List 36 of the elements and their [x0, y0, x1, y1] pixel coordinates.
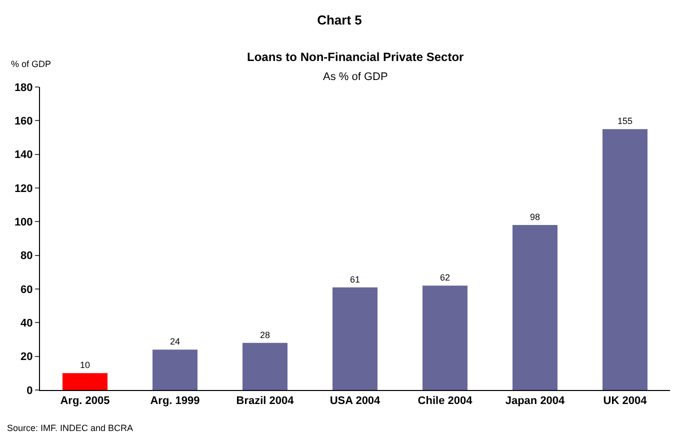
data-label: 10 [80, 360, 90, 370]
y-axis-title: % of GDP [11, 59, 52, 69]
x-tick-label: Arg. 2005 [60, 395, 110, 408]
bar [602, 129, 648, 390]
source-note: Source: IMF. INDEC and BCRA [7, 423, 134, 433]
x-tick-label: Brazil 2004 [236, 395, 295, 408]
y-tick-label: 100 [14, 216, 33, 229]
data-label: 28 [260, 330, 270, 340]
data-label: 155 [617, 116, 633, 126]
bar [512, 225, 558, 390]
y-tick-label: 120 [14, 182, 33, 195]
bar [62, 373, 108, 390]
y-tick-label: 60 [20, 284, 33, 296]
x-tick-label: Arg. 1999 [150, 395, 200, 408]
y-tick-label: 20 [20, 351, 33, 364]
y-tick-label: 0 [26, 384, 33, 397]
text: As % of GDP [323, 71, 388, 83]
bar [242, 342, 288, 390]
chart-subtitle: Loans to Non-Financial Private Sector [247, 50, 464, 64]
bar [152, 350, 198, 390]
bar [422, 286, 468, 390]
data-label: 61 [350, 274, 360, 284]
chart-title: Chart 5 [317, 12, 362, 28]
data-label: 24 [170, 336, 180, 347]
x-tick-label: Japan 2004 [505, 395, 566, 408]
y-tick-label: 80 [20, 250, 33, 262]
x-tick-label: Chile 2004 [418, 395, 474, 408]
data-label: 98 [530, 212, 540, 222]
y-tick-label: 140 [14, 149, 33, 162]
y-tick-label: 40 [20, 318, 33, 330]
x-tick-label: UK 2004 [603, 395, 648, 408]
data-label: 62 [440, 272, 450, 283]
y-tick-label: 180 [14, 82, 33, 94]
bar [332, 287, 378, 390]
y-tick-label: 160 [14, 116, 33, 128]
x-tick-label: USA 2004 [330, 395, 382, 408]
